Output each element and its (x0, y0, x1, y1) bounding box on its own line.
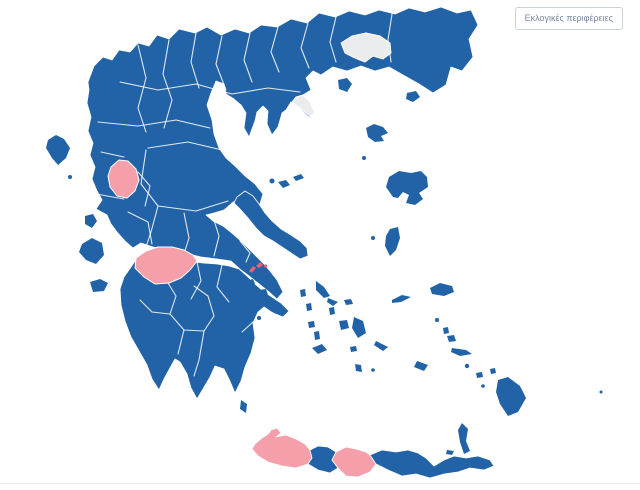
region-corfu[interactable] (46, 135, 70, 165)
region-astypalea[interactable] (414, 361, 428, 371)
region-achaia[interactable] (134, 246, 198, 285)
region-mainland-greece[interactable] (86, 6, 479, 300)
region-naxos[interactable] (352, 317, 366, 338)
region-lefkada[interactable] (85, 214, 97, 228)
region-amorgos[interactable] (374, 341, 388, 351)
region-paxoi[interactable] (68, 175, 72, 179)
region-kasos[interactable] (446, 450, 454, 455)
bottom-divider (0, 483, 640, 484)
district-border-lines (95, 13, 393, 377)
region-sifnos[interactable] (314, 331, 320, 340)
region-anafi[interactable] (371, 368, 375, 372)
region-leros[interactable] (443, 327, 449, 334)
region-samos[interactable] (430, 283, 454, 296)
region-agios-efstratios[interactable] (362, 156, 366, 160)
region-andros[interactable] (316, 281, 330, 298)
region-kefalonia[interactable] (79, 238, 104, 264)
electoral-districts-button[interactable]: Εκλογικές περιφέρειες (514, 7, 623, 30)
region-piraeus-b[interactable] (264, 264, 268, 268)
region-mykonos[interactable] (344, 299, 353, 305)
region-kea[interactable] (300, 289, 306, 297)
region-karpathos[interactable] (458, 423, 470, 454)
region-ioannina[interactable] (107, 159, 140, 199)
region-symi[interactable] (490, 368, 496, 374)
region-serifos[interactable] (308, 321, 315, 328)
region-crete-lasithi[interactable] (369, 449, 495, 479)
region-salamina[interactable] (246, 279, 255, 286)
region-kastellorizo[interactable] (599, 390, 603, 394)
region-samothrace[interactable] (406, 91, 420, 102)
region-lesbos[interactable] (386, 171, 428, 205)
region-thasos[interactable] (338, 78, 352, 92)
region-syros[interactable] (329, 307, 335, 315)
region-chalki[interactable] (481, 384, 485, 388)
region-skiathos[interactable] (269, 178, 275, 184)
region-limnos[interactable] (366, 124, 388, 142)
region-mount-athos[interactable] (291, 94, 316, 117)
region-milos[interactable] (312, 344, 327, 354)
region-santorini[interactable] (355, 364, 362, 372)
region-ios[interactable] (350, 346, 357, 352)
region-hydra[interactable] (270, 308, 284, 314)
region-kos[interactable] (451, 348, 472, 356)
region-ikaria[interactable] (392, 295, 411, 303)
region-kythira[interactable] (240, 400, 247, 413)
region-athens-a[interactable] (249, 266, 256, 273)
region-athens-b[interactable] (256, 262, 263, 268)
region-crete-heraklion[interactable] (331, 446, 377, 478)
region-alonissos[interactable] (293, 174, 304, 181)
region-kalymnos[interactable] (447, 335, 456, 342)
region-rhodope[interactable] (340, 32, 392, 63)
region-crete-chania[interactable] (251, 427, 313, 469)
region-psara[interactable] (371, 236, 375, 240)
region-zakynthos[interactable] (90, 279, 108, 292)
region-paros[interactable] (339, 320, 349, 330)
region-nisyros[interactable] (464, 363, 470, 369)
region-aegina[interactable] (259, 289, 268, 297)
region-kythnos[interactable] (306, 303, 312, 311)
region-patmos[interactable] (435, 318, 439, 322)
region-tilos[interactable] (476, 372, 483, 378)
region-rhodes[interactable] (496, 377, 526, 416)
region-tinos[interactable] (327, 298, 338, 306)
region-spetses[interactable] (257, 316, 261, 320)
region-skopelos[interactable] (278, 180, 290, 188)
region-chios[interactable] (385, 227, 400, 256)
region-euboea[interactable] (233, 190, 309, 260)
